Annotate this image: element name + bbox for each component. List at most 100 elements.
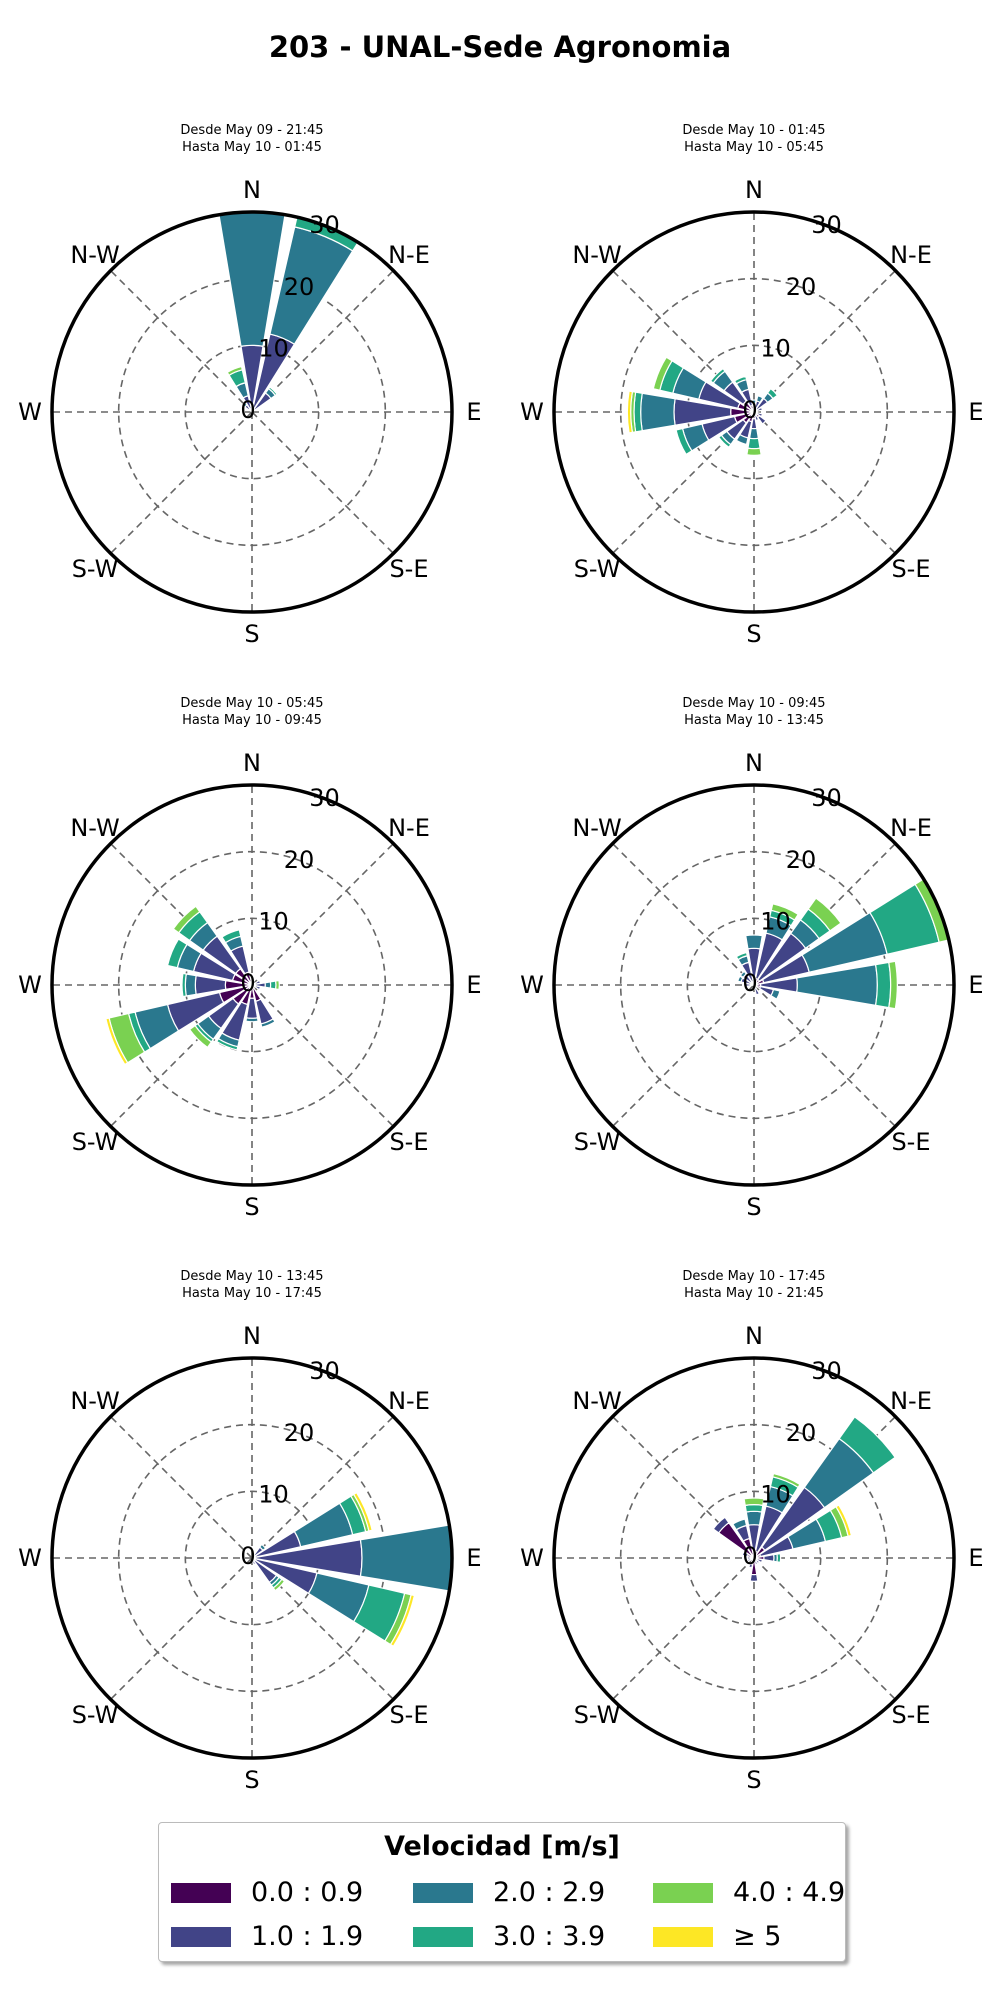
wind-bar-segment (838, 1416, 896, 1474)
grid-radial-line (612, 411, 755, 554)
legend-swatch (413, 1927, 473, 1947)
grid-radial-line (753, 411, 896, 554)
wind-rose-plot: 0 10 20 30 N N-E E S-E S S-W W N-W (520, 749, 983, 1221)
radial-tick-label: 20 (786, 273, 817, 301)
subtitle-line: Hasta May 10 - 05:45 (684, 140, 824, 155)
direction-label: S (746, 1766, 761, 1794)
wind-bar-segment (757, 415, 767, 425)
wind-bar-segment (264, 981, 272, 989)
wind-bar-segment (712, 1516, 730, 1534)
wind-bar-segment (352, 1491, 373, 1532)
direction-label: S (746, 1193, 761, 1221)
subplot-subtitle: Desde May 10 - 01:45 Hasta May 10 - 05:4… (554, 122, 954, 156)
wind-bar-segment (640, 392, 676, 432)
radial-tick-label: 0 (240, 396, 255, 424)
grid-radial-line (110, 1557, 253, 1700)
wind-bar-segment (267, 386, 278, 397)
wind-bar-segment (184, 973, 197, 997)
subtitle-line: Hasta May 10 - 13:45 (684, 713, 824, 728)
direction-label: N-E (388, 1387, 430, 1415)
wind-bar-segment (215, 1037, 239, 1051)
direction-label: N (243, 1322, 261, 1350)
direction-label: S-E (389, 1701, 428, 1729)
radial-tick-label: 10 (760, 907, 791, 935)
wind-bar-segment (747, 437, 761, 450)
wind-bar-segment (675, 427, 693, 456)
wind-bar-segment (181, 972, 187, 998)
wind-bar-segment (756, 1558, 764, 1564)
wind-bar-segment (274, 979, 280, 991)
wind-bar-segment (226, 365, 243, 377)
direction-label: N (745, 176, 763, 204)
wind-bar-segment (735, 433, 749, 446)
legend-swatch (413, 1883, 473, 1903)
direction-label: S-W (574, 1701, 621, 1729)
wind-bar-segment (389, 1594, 416, 1648)
wind-bar-segment (735, 951, 748, 961)
subtitle-line: Desde May 10 - 09:45 (682, 696, 826, 711)
direction-label: N-W (572, 814, 621, 842)
direction-label: E (968, 971, 983, 999)
wind-bar-segment (258, 1543, 267, 1552)
radial-tick-label: 10 (258, 1480, 289, 1508)
subplot-subtitle: Desde May 10 - 17:45 Hasta May 10 - 21:4… (554, 1268, 954, 1302)
wind-bar-segment (763, 1554, 775, 1562)
direction-label: N-W (70, 814, 119, 842)
wind-bar-segment (252, 1560, 257, 1566)
radial-tick-label: 30 (309, 1357, 340, 1385)
direction-label: E (968, 398, 983, 426)
radial-tick-label: 20 (284, 273, 315, 301)
wind-bar-segment (652, 356, 673, 391)
wind-bar-segment (260, 1018, 276, 1028)
wind-rose-plot: 0 10 20 30 N N-E E S-E S S-W W N-W (18, 176, 481, 648)
direction-label: N (243, 176, 261, 204)
wind-bar-segment (626, 390, 634, 434)
direction-label: S-E (891, 1128, 930, 1156)
subtitle-line: Desde May 09 - 21:45 (180, 123, 324, 138)
wind-bar-segment (709, 367, 726, 384)
direction-label: S-E (389, 1128, 428, 1156)
direction-label: S-W (574, 555, 621, 583)
direction-label: N (243, 749, 261, 777)
grid-radial-line (612, 1416, 755, 1559)
grid-radial-line (110, 1416, 253, 1559)
legend-label: 1.0 : 1.9 (251, 1921, 364, 1952)
direction-label: W (520, 398, 544, 426)
wind-bar-segment (755, 395, 764, 404)
radial-tick-label: 30 (811, 784, 842, 812)
wind-bar-segment (172, 905, 201, 934)
wind-bar-segment (731, 1518, 748, 1531)
legend-label: 4.0 : 4.9 (733, 1877, 846, 1908)
direction-label: W (18, 398, 42, 426)
wind-bar-segment (756, 406, 764, 412)
grid-radial-line (110, 843, 253, 986)
direction-label: S-E (891, 555, 930, 583)
direction-label: S-E (389, 555, 428, 583)
wind-bar-segment (835, 1504, 853, 1537)
direction-label: N-W (70, 1387, 119, 1415)
wind-bar-segment (737, 975, 744, 983)
subplot-subtitle: Desde May 10 - 13:45 Hasta May 10 - 17:4… (52, 1268, 452, 1302)
wind-rose-plot: 0 10 20 30 N N-E E S-E S S-W W N-W (18, 1322, 481, 1794)
wind-bar-segment (269, 980, 277, 990)
direction-label: N (745, 1322, 763, 1350)
grid-radial-line (753, 270, 896, 413)
legend-label: ≥ 5 (733, 1921, 782, 1952)
grid-radial-line (612, 984, 755, 1127)
radial-tick-label: 0 (240, 1542, 255, 1570)
radial-tick-label: 0 (742, 969, 757, 997)
grid-radial-line (753, 1557, 896, 1700)
wind-bar-segment (739, 970, 748, 979)
wind-bar-segment (807, 897, 842, 932)
radial-tick-label: 10 (760, 334, 791, 362)
subtitle-line: Hasta May 10 - 01:45 (182, 140, 322, 155)
direction-label: N-E (890, 1387, 932, 1415)
subplot-subtitle: Desde May 10 - 05:45 Hasta May 10 - 09:4… (52, 695, 452, 729)
direction-label: S-W (574, 1128, 621, 1156)
legend: Velocidad [m/s] 0.0 : 0.9 1.0 : 1.9 2.0 … (158, 1822, 846, 1962)
radial-tick-label: 0 (742, 1542, 757, 1570)
outer-circle (50, 210, 454, 614)
direction-label: N-W (572, 241, 621, 269)
wind-bar-segment (241, 401, 248, 408)
wind-bar-segment (717, 434, 732, 449)
